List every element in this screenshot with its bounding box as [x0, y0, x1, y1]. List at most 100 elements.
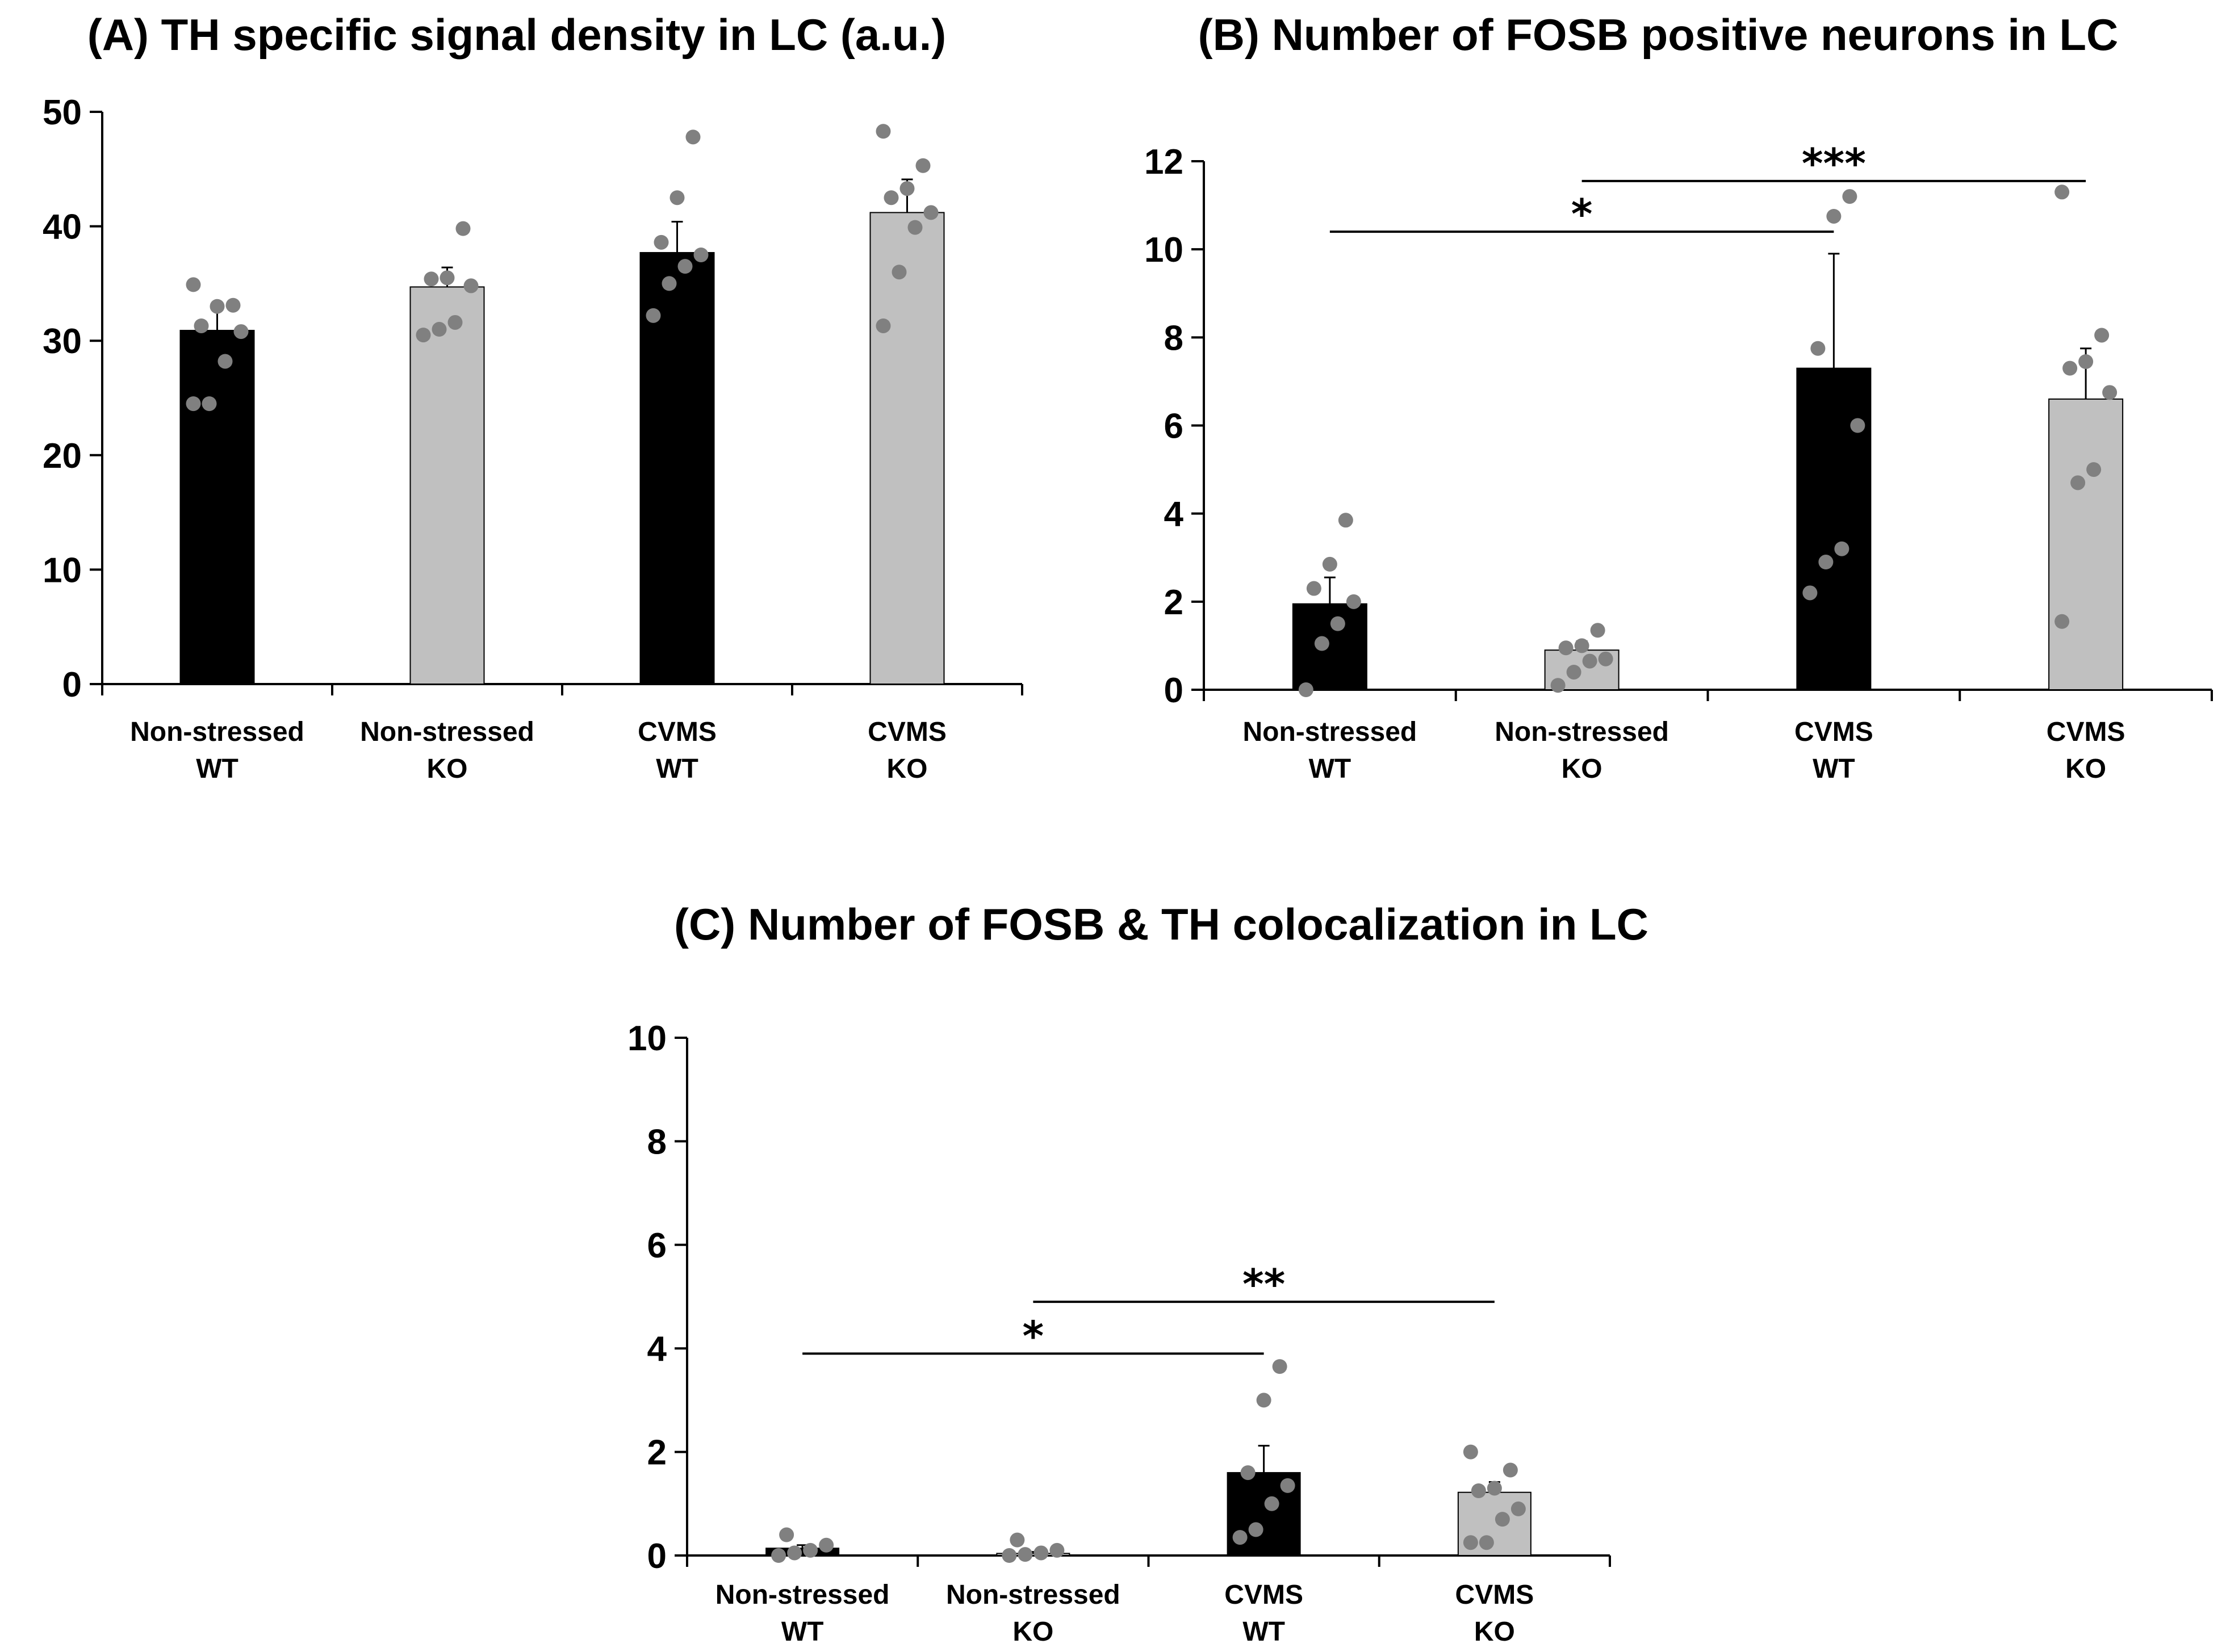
- panel-c-data-point: [1002, 1548, 1017, 1563]
- panel-b-x-tick-label: CVMS: [2047, 717, 2125, 747]
- panel-c-y-tick-label: 4: [647, 1330, 667, 1369]
- panel-a-y-tick-label: 10: [43, 551, 82, 590]
- panel-b-data-point: [2070, 475, 2086, 490]
- panel-a-data-point: [455, 221, 471, 236]
- panel-b-y-tick-label: 0: [1164, 671, 1183, 710]
- panel-b-data-point: [1842, 189, 1857, 204]
- panel-c-x-tick-label: KO: [1474, 1617, 1515, 1647]
- panel-c-y-tick-label: 6: [647, 1226, 667, 1265]
- panel-a-title: (A) TH specific signal density in LC (a.…: [87, 10, 947, 60]
- panel-a-data-point: [440, 270, 455, 286]
- panel-c-data-point: [771, 1548, 786, 1563]
- panel-c-data-point: [787, 1545, 802, 1561]
- panel-b-data-point: [1306, 581, 1321, 596]
- panel-a-data-point: [416, 328, 431, 343]
- panel-a-data-point: [899, 181, 915, 196]
- panel-c-x-tick-label: Non-stressed: [946, 1580, 1120, 1610]
- panel-a-x-tick-label: CVMS: [638, 717, 717, 747]
- panel-a-data-point: [646, 308, 661, 323]
- panel-a-plot: 0 10 20 30 40 50 Non-stressed WT Non-stressed KO C…: [43, 93, 1023, 784]
- panel-c-data-point: [1463, 1535, 1478, 1550]
- panel-a-data-point: [202, 396, 217, 412]
- panel-a-data-point: [233, 324, 249, 339]
- panel-b-y-tick-label: 12: [1144, 142, 1183, 182]
- panel-a-data-point: [217, 354, 233, 369]
- panel-c-data-point: [779, 1527, 794, 1542]
- panel-b-data-point: [1850, 418, 1865, 433]
- panel-a-data-point: [876, 124, 891, 139]
- panel-a-data-point: [662, 276, 677, 291]
- panel-b-data-point: [1558, 640, 1574, 656]
- panel-b-bar: [1292, 603, 1367, 691]
- panel-c-data-point: [1049, 1542, 1065, 1558]
- panel-a-data-point: [884, 190, 899, 206]
- panel-c-y-tick-label: 8: [647, 1122, 667, 1162]
- panel-b-data-point: [1818, 555, 1834, 570]
- panel-c-plot: 0 2 4 6 8 10 Non-stressed WT Non-stressed KO CVMS W…: [627, 1019, 1611, 1647]
- panel-c-data-point: [1033, 1545, 1049, 1561]
- panel-b-data-point: [2054, 614, 2070, 629]
- panel-a-data-point: [194, 318, 209, 333]
- panel-b-data-point: [1598, 651, 1613, 666]
- panel-c: (C) Number of FOSB & TH colocalization i…: [627, 899, 1648, 1647]
- panel-a-data-point: [907, 220, 923, 235]
- panel-b-x-tick-label: WT: [1309, 754, 1351, 784]
- panel-a: (A) TH specific signal density in LC (a.…: [43, 10, 1023, 784]
- panel-c-data-point: [1232, 1530, 1248, 1545]
- panel-c-data-point: [1280, 1478, 1295, 1493]
- panel-b-data-point: [1802, 585, 1818, 601]
- panel-b-plot: 0 2 4 6 8 10 12 Non-stressed WT Non-stressed KO CVM…: [1144, 140, 2213, 784]
- panel-a-bar: [409, 286, 485, 685]
- panel-a-data-point: [923, 205, 939, 220]
- panel-b-x-tick-label: Non-stressed: [1495, 717, 1669, 747]
- panel-c-data-point: [1264, 1496, 1279, 1511]
- panel-c-data-point: [1018, 1547, 1033, 1562]
- panel-a-x-tick-label: CVMS: [868, 717, 947, 747]
- panel-a-y-tick-label: 40: [43, 208, 82, 247]
- panel-c-x-tick-label: KO: [1012, 1617, 1053, 1647]
- panel-a-data-point: [892, 265, 907, 280]
- panel-c-data-point: [1463, 1444, 1478, 1460]
- panel-c-data-point: [1479, 1535, 1494, 1550]
- panel-b-data-point: [2094, 328, 2110, 343]
- panel-b-x-tick-label: CVMS: [1794, 717, 1873, 747]
- panel-a-bar: [869, 212, 945, 685]
- panel-b-data-point: [1590, 623, 1605, 638]
- panel-b-data-point: [2062, 360, 2078, 376]
- panel-a-data-point: [225, 297, 241, 313]
- panel-a-data-point: [669, 190, 685, 206]
- panel-b-x-tick-label: KO: [2065, 754, 2106, 784]
- panel-b-data-point: [1346, 594, 1361, 609]
- panel-a-bar: [179, 330, 255, 685]
- panel-a-data-point: [876, 318, 891, 333]
- panel-c-y-tick-label: 0: [647, 1537, 667, 1576]
- panel-c-significance-label: *: [1023, 1312, 1044, 1360]
- panel-a-data-point: [186, 396, 201, 412]
- panel-a-data-point: [654, 234, 669, 250]
- panel-c-data-point: [819, 1537, 834, 1553]
- panel-b-data-point: [1834, 541, 1849, 556]
- panel-b-y-tick-label: 10: [1144, 230, 1183, 270]
- panel-a-data-point: [424, 271, 439, 287]
- panel-b-x-tick-label: Non-stressed: [1243, 717, 1417, 747]
- panel-b-y-tick-label: 2: [1164, 583, 1183, 622]
- panel-b-data-point: [2078, 354, 2094, 370]
- panel-a-data-point: [693, 248, 709, 262]
- panel-b-y-tick-label: 8: [1164, 318, 1183, 358]
- panel-b-data-point: [1338, 513, 1353, 528]
- panel-a-x-tick-label: Non-stressed: [130, 717, 304, 747]
- panel-b-x-tick-label: WT: [1813, 754, 1855, 784]
- panel-c-x-tick-label: Non-stressed: [715, 1580, 890, 1610]
- panel-c-data-point: [1471, 1483, 1486, 1498]
- panel-c-data-point: [1272, 1359, 1287, 1374]
- panel-c-data-point: [1240, 1465, 1256, 1481]
- panel-a-data-point: [432, 322, 447, 337]
- panel-a-y-tick-label: 30: [43, 322, 82, 361]
- panel-b-data-point: [1826, 208, 1842, 224]
- panel-c-data-point: [803, 1542, 818, 1558]
- panel-c-data-point: [1503, 1462, 1518, 1478]
- panel-a-data-point: [447, 315, 463, 330]
- panel-a-x-tick-label: WT: [196, 754, 238, 784]
- panel-b-bar: [1796, 367, 1872, 690]
